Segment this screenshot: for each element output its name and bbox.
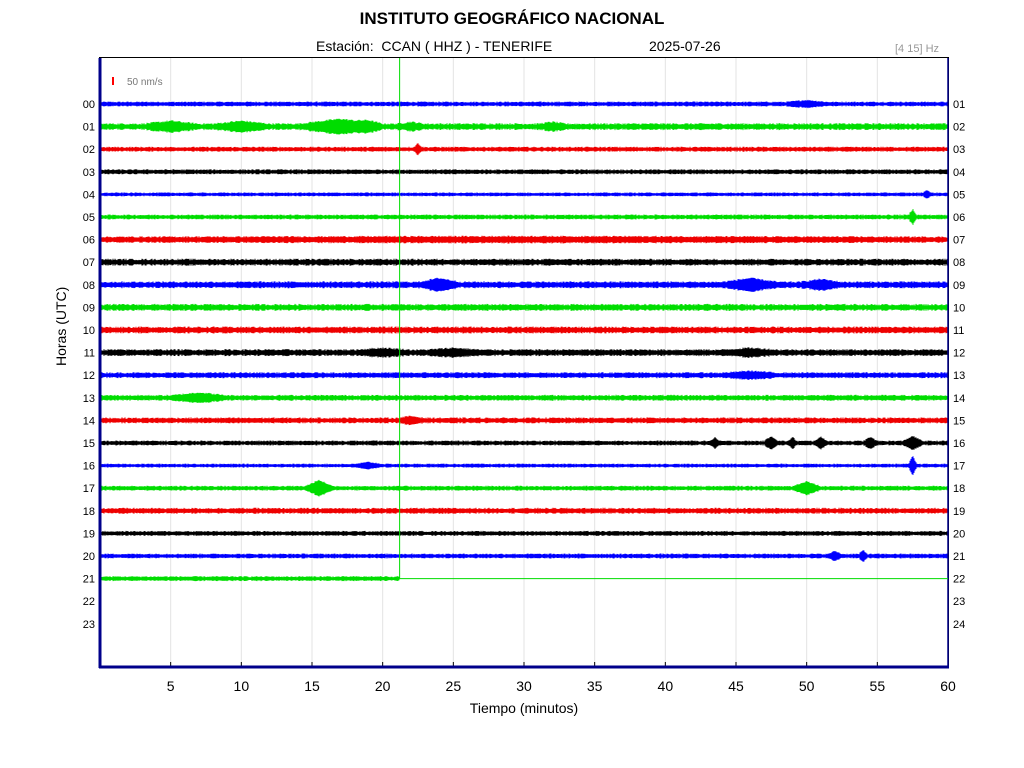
hour-label-left: 20 bbox=[83, 551, 95, 563]
marker-layer bbox=[399, 58, 948, 580]
hour-label-right: 02 bbox=[953, 122, 965, 134]
hour-label-left: 01 bbox=[83, 122, 95, 134]
hour-label-left: 15 bbox=[83, 438, 95, 450]
hour-label-left: 06 bbox=[83, 235, 95, 247]
x-tick-label: 10 bbox=[234, 678, 250, 694]
hour-label-left: 19 bbox=[83, 528, 95, 540]
hour-label-right: 01 bbox=[953, 99, 965, 111]
hour-label-right: 04 bbox=[953, 167, 965, 179]
seismic-trace-18 bbox=[100, 507, 949, 514]
hour-label-right: 23 bbox=[953, 596, 965, 608]
hour-label-left: 10 bbox=[83, 325, 95, 337]
hour-label-right: 14 bbox=[953, 393, 965, 405]
hour-label-left: 21 bbox=[83, 574, 95, 586]
hour-label-right: 13 bbox=[953, 370, 965, 382]
seismic-trace-03 bbox=[100, 169, 949, 175]
x-tick-label: 15 bbox=[304, 678, 320, 694]
hour-label-right: 10 bbox=[953, 302, 965, 314]
hour-label-left: 12 bbox=[83, 370, 95, 382]
x-tick-label: 30 bbox=[516, 678, 532, 694]
scale-label: 50 nm/s bbox=[127, 77, 163, 88]
x-tick-label: 55 bbox=[870, 678, 886, 694]
hour-label-left: 13 bbox=[83, 393, 95, 405]
x-tick-label: 35 bbox=[587, 678, 603, 694]
x-tick-label: 45 bbox=[728, 678, 744, 694]
hour-label-right: 08 bbox=[953, 257, 965, 269]
hour-label-left: 22 bbox=[83, 596, 95, 608]
hour-label-left: 11 bbox=[84, 348, 95, 360]
hour-label-left: 07 bbox=[83, 257, 95, 269]
hour-label-right: 07 bbox=[953, 235, 965, 247]
seismic-trace-10 bbox=[100, 326, 949, 334]
hour-label-left: 00 bbox=[83, 99, 95, 111]
hour-label-left: 09 bbox=[83, 302, 95, 314]
hour-label-right: 17 bbox=[953, 461, 965, 473]
filter-label: [4 15] Hz bbox=[895, 43, 940, 55]
hour-label-left: 16 bbox=[83, 461, 95, 473]
seismic-trace-07 bbox=[100, 258, 949, 266]
hour-label-left: 23 bbox=[83, 619, 95, 631]
date-label: 2025-07-26 bbox=[649, 38, 721, 54]
seismic-trace-19 bbox=[100, 530, 949, 536]
hour-label-left: 02 bbox=[83, 144, 95, 156]
hour-label-right: 16 bbox=[953, 438, 965, 450]
axes-layer: 5 10 15 20 25 30 35 40 45 50 55 60 00 01 02 03 04 05 06 07 0… bbox=[83, 99, 966, 694]
seismic-trace-06 bbox=[100, 235, 949, 244]
trace-layer bbox=[100, 99, 949, 582]
hour-label-left: 08 bbox=[83, 280, 95, 292]
hour-label-right: 20 bbox=[953, 528, 965, 540]
chart-title: INSTITUTO GEOGRÁFICO NACIONAL bbox=[359, 9, 665, 28]
x-tick-label: 50 bbox=[799, 678, 815, 694]
hour-label-right: 15 bbox=[953, 415, 965, 427]
x-axis-label: Tiempo (minutos) bbox=[469, 700, 579, 716]
hour-label-right: 11 bbox=[953, 325, 964, 337]
station-label: Estación: CCAN ( HHZ ) - TENERIFE bbox=[316, 38, 553, 54]
hour-label-right: 05 bbox=[953, 189, 965, 201]
seismic-trace-21 bbox=[100, 576, 400, 582]
grid-layer bbox=[170, 58, 878, 667]
hour-label-right: 24 bbox=[953, 619, 965, 631]
hour-label-right: 19 bbox=[953, 506, 965, 518]
hour-label-left: 04 bbox=[83, 189, 95, 201]
hour-label-right: 18 bbox=[953, 483, 965, 495]
hour-label-right: 06 bbox=[953, 212, 965, 224]
scale-bar bbox=[112, 77, 114, 85]
x-tick-label: 5 bbox=[167, 678, 175, 694]
hour-label-right: 09 bbox=[953, 280, 965, 292]
hour-label-right: 03 bbox=[953, 144, 965, 156]
x-tick-label: 60 bbox=[940, 678, 956, 694]
hour-label-left: 03 bbox=[83, 167, 95, 179]
x-tick-label: 20 bbox=[375, 678, 391, 694]
hour-label-left: 05 bbox=[83, 212, 95, 224]
x-tick-label: 25 bbox=[446, 678, 462, 694]
hour-label-left: 14 bbox=[83, 415, 95, 427]
hour-label-left: 17 bbox=[83, 483, 95, 495]
hour-label-right: 21 bbox=[953, 551, 965, 563]
x-tick-label: 40 bbox=[658, 678, 674, 694]
scale-marker: 50 nm/s bbox=[112, 77, 163, 88]
hour-label-left: 18 bbox=[83, 506, 95, 518]
hour-label-right: 12 bbox=[953, 348, 965, 360]
hour-label-right: 22 bbox=[953, 574, 965, 586]
